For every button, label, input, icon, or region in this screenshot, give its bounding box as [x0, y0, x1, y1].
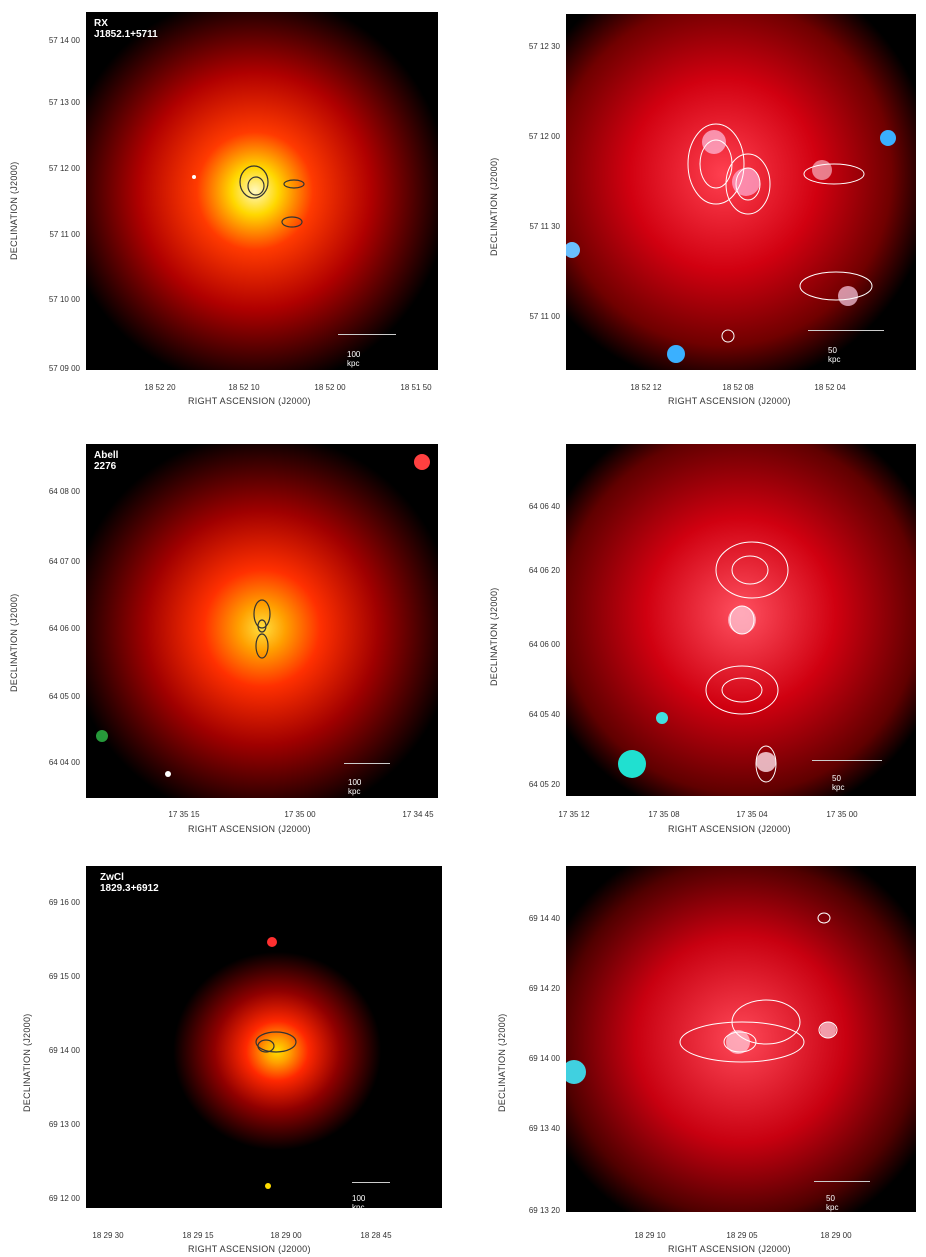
panel-title: Abell 2276	[94, 450, 119, 472]
y-tick: 69 13 00	[48, 1120, 80, 1129]
y-tick: 64 06 00	[48, 624, 80, 633]
scale-label: 50 kpc	[832, 774, 845, 792]
y-tick: 57 13 00	[48, 98, 80, 107]
y-tick: 57 12 30	[528, 42, 560, 51]
optical-xray-image	[566, 866, 916, 1212]
x-tick: 18 29 00	[820, 1231, 852, 1240]
scale-bar	[352, 1182, 390, 1183]
x-tick: 17 35 15	[168, 810, 200, 819]
scale-label: 50 kpc	[828, 346, 841, 364]
y-tick: 64 08 00	[48, 487, 80, 496]
x-tick: 18 52 08	[722, 383, 754, 392]
panel-title: ZwCl 1829.3+6912	[100, 872, 159, 894]
y-tick: 64 06 40	[528, 502, 560, 511]
x-tick: 18 52 04	[814, 383, 846, 392]
xray-image	[86, 866, 442, 1208]
scale-label: 100 kpc	[347, 350, 361, 368]
y-tick: 69 16 00	[48, 898, 80, 907]
y-tick: 57 11 30	[529, 222, 560, 231]
y-axis-label: DECLINATION (J2000)	[22, 1013, 32, 1112]
y-tick: 69 13 40	[528, 1124, 560, 1133]
scale-bar	[808, 330, 884, 331]
x-tick: 17 35 00	[284, 810, 316, 819]
y-tick: 64 04 00	[48, 758, 80, 767]
x-tick: 17 35 00	[826, 810, 858, 819]
y-tick: 64 06 20	[528, 566, 560, 575]
x-tick: 18 52 12	[630, 383, 662, 392]
y-tick: 57 12 00	[528, 132, 560, 141]
y-axis-label: DECLINATION (J2000)	[9, 161, 19, 260]
xray-image	[86, 444, 438, 798]
scale-label: 100 kpc	[348, 778, 362, 796]
x-tick: 18 52 10	[228, 383, 260, 392]
y-tick: 64 07 00	[48, 557, 80, 566]
y-tick: 64 05 40	[528, 710, 560, 719]
y-tick: 69 12 00	[48, 1194, 80, 1203]
y-tick: 57 10 00	[48, 295, 80, 304]
y-axis-label: DECLINATION (J2000)	[489, 587, 499, 686]
scale-label: 100 kpc	[352, 1194, 366, 1212]
x-tick: 18 52 00	[314, 383, 346, 392]
x-axis-label: RIGHT ASCENSION (J2000)	[188, 396, 311, 406]
y-tick: 69 14 40	[528, 914, 560, 923]
y-tick: 57 11 00	[49, 230, 80, 239]
y-tick: 64 05 00	[48, 692, 80, 701]
y-tick: 69 14 00	[528, 1054, 560, 1063]
y-tick: 57 14 00	[48, 36, 80, 45]
y-tick: 57 12 00	[48, 164, 80, 173]
x-tick: 17 35 08	[648, 810, 680, 819]
scale-bar	[338, 334, 396, 335]
x-axis-label: RIGHT ASCENSION (J2000)	[668, 396, 791, 406]
x-tick: 18 29 15	[182, 1231, 214, 1240]
x-tick: 18 29 00	[270, 1231, 302, 1240]
scale-label: 50 kpc	[826, 1194, 839, 1212]
x-tick: 18 28 45	[360, 1231, 392, 1240]
y-tick: 64 05 20	[528, 780, 560, 789]
y-tick: 57 09 00	[48, 364, 80, 373]
x-tick: 17 35 12	[558, 810, 590, 819]
y-axis-label: DECLINATION (J2000)	[9, 593, 19, 692]
x-tick: 18 29 10	[634, 1231, 666, 1240]
x-tick: 18 29 30	[92, 1231, 124, 1240]
y-tick: 69 14 00	[48, 1046, 80, 1055]
panel-title: RX J1852.1+5711	[94, 18, 158, 40]
x-axis-label: RIGHT ASCENSION (J2000)	[668, 1244, 791, 1254]
scale-bar	[344, 763, 390, 764]
x-axis-label: RIGHT ASCENSION (J2000)	[188, 824, 311, 834]
xray-image	[86, 12, 438, 370]
optical-xray-image	[566, 14, 916, 370]
x-tick: 18 52 20	[144, 383, 176, 392]
scale-bar	[812, 760, 882, 761]
x-tick: 18 51 50	[400, 383, 432, 392]
y-tick: 64 06 00	[528, 640, 560, 649]
x-tick: 18 29 05	[726, 1231, 758, 1240]
y-tick: 57 11 00	[529, 312, 560, 321]
x-axis-label: RIGHT ASCENSION (J2000)	[668, 824, 791, 834]
y-axis-label: DECLINATION (J2000)	[489, 157, 499, 256]
y-tick: 69 14 20	[528, 984, 560, 993]
y-tick: 69 15 00	[48, 972, 80, 981]
y-tick: 69 13 20	[528, 1206, 560, 1215]
optical-xray-image	[566, 444, 916, 796]
scale-bar	[814, 1181, 870, 1182]
y-axis-label: DECLINATION (J2000)	[497, 1013, 507, 1112]
x-tick: 17 34 45	[402, 810, 434, 819]
x-tick: 17 35 04	[736, 810, 768, 819]
x-axis-label: RIGHT ASCENSION (J2000)	[188, 1244, 311, 1254]
